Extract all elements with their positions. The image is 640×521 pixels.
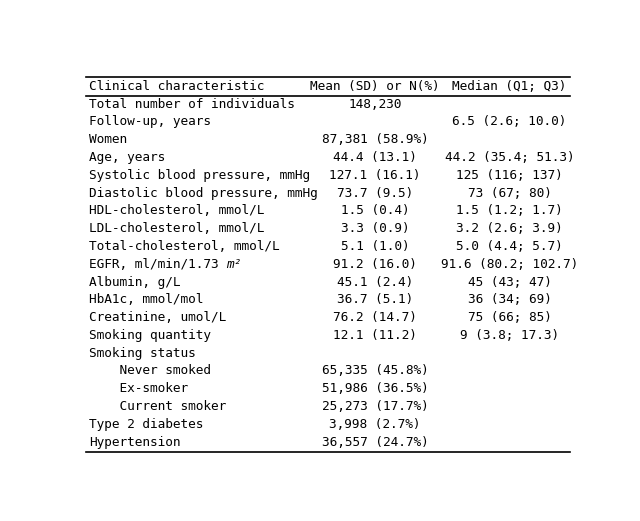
Text: 12.1 (11.2): 12.1 (11.2) bbox=[333, 329, 417, 342]
Text: Women: Women bbox=[89, 133, 127, 146]
Text: 1.5 (1.2; 1.7): 1.5 (1.2; 1.7) bbox=[456, 204, 563, 217]
Text: Ex-smoker: Ex-smoker bbox=[89, 382, 188, 395]
Text: 91.6 (80.2; 102.7): 91.6 (80.2; 102.7) bbox=[441, 258, 578, 271]
Text: 6.5 (2.6; 10.0): 6.5 (2.6; 10.0) bbox=[452, 116, 567, 128]
Text: HbA1c, mmol/mol: HbA1c, mmol/mol bbox=[89, 293, 204, 306]
Text: Smoking status: Smoking status bbox=[89, 346, 196, 359]
Text: Smoking quantity: Smoking quantity bbox=[89, 329, 211, 342]
Text: Age, years: Age, years bbox=[89, 151, 165, 164]
Text: 1.5 (0.4): 1.5 (0.4) bbox=[341, 204, 410, 217]
Text: Median (Q1; Q3): Median (Q1; Q3) bbox=[452, 80, 567, 93]
Text: Hypertension: Hypertension bbox=[89, 436, 180, 449]
Text: Total-cholesterol, mmol/L: Total-cholesterol, mmol/L bbox=[89, 240, 280, 253]
Text: Diastolic blood pressure, mmHg: Diastolic blood pressure, mmHg bbox=[89, 187, 317, 200]
Text: 87,381 (58.9%): 87,381 (58.9%) bbox=[322, 133, 429, 146]
Text: HDL-cholesterol, mmol/L: HDL-cholesterol, mmol/L bbox=[89, 204, 264, 217]
Text: 45.1 (2.4): 45.1 (2.4) bbox=[337, 276, 413, 289]
Text: 25,273 (17.7%): 25,273 (17.7%) bbox=[322, 400, 429, 413]
Text: 45 (43; 47): 45 (43; 47) bbox=[468, 276, 552, 289]
Text: Clinical characteristic: Clinical characteristic bbox=[89, 80, 264, 93]
Text: 44.2 (35.4; 51.3): 44.2 (35.4; 51.3) bbox=[445, 151, 574, 164]
Text: Mean (SD) or N(%): Mean (SD) or N(%) bbox=[310, 80, 440, 93]
Text: 9 (3.8; 17.3): 9 (3.8; 17.3) bbox=[460, 329, 559, 342]
Text: 5.0 (4.4; 5.7): 5.0 (4.4; 5.7) bbox=[456, 240, 563, 253]
Text: Total number of individuals: Total number of individuals bbox=[89, 97, 295, 110]
Text: 127.1 (16.1): 127.1 (16.1) bbox=[330, 169, 421, 182]
Text: Never smoked: Never smoked bbox=[89, 365, 211, 377]
Text: Albumin, g/L: Albumin, g/L bbox=[89, 276, 180, 289]
Text: Systolic blood pressure, mmHg: Systolic blood pressure, mmHg bbox=[89, 169, 310, 182]
Text: Type 2 diabetes: Type 2 diabetes bbox=[89, 418, 204, 431]
Text: 36,557 (24.7%): 36,557 (24.7%) bbox=[322, 436, 429, 449]
Text: 36.7 (5.1): 36.7 (5.1) bbox=[337, 293, 413, 306]
Text: Follow-up, years: Follow-up, years bbox=[89, 116, 211, 128]
Text: EGFR, ml/min/1.73: EGFR, ml/min/1.73 bbox=[89, 258, 226, 271]
Text: 51,986 (36.5%): 51,986 (36.5%) bbox=[322, 382, 429, 395]
Text: 65,335 (45.8%): 65,335 (45.8%) bbox=[322, 365, 429, 377]
Text: 44.4 (13.1): 44.4 (13.1) bbox=[333, 151, 417, 164]
Text: 75 (66; 85): 75 (66; 85) bbox=[468, 311, 552, 324]
Text: 73.7 (9.5): 73.7 (9.5) bbox=[337, 187, 413, 200]
Text: 73 (67; 80): 73 (67; 80) bbox=[468, 187, 552, 200]
Text: 3.2 (2.6; 3.9): 3.2 (2.6; 3.9) bbox=[456, 222, 563, 235]
Text: Current smoker: Current smoker bbox=[89, 400, 226, 413]
Text: 148,230: 148,230 bbox=[349, 97, 402, 110]
Text: 125 (116; 137): 125 (116; 137) bbox=[456, 169, 563, 182]
Text: 91.2 (16.0): 91.2 (16.0) bbox=[333, 258, 417, 271]
Text: 3,998 (2.7%): 3,998 (2.7%) bbox=[330, 418, 421, 431]
Text: 36 (34; 69): 36 (34; 69) bbox=[468, 293, 552, 306]
Text: 5.1 (1.0): 5.1 (1.0) bbox=[341, 240, 410, 253]
Text: 3.3 (0.9): 3.3 (0.9) bbox=[341, 222, 410, 235]
Text: 76.2 (14.7): 76.2 (14.7) bbox=[333, 311, 417, 324]
Text: LDL-cholesterol, mmol/L: LDL-cholesterol, mmol/L bbox=[89, 222, 264, 235]
Text: Creatinine, umol/L: Creatinine, umol/L bbox=[89, 311, 226, 324]
Text: m²: m² bbox=[226, 258, 241, 271]
